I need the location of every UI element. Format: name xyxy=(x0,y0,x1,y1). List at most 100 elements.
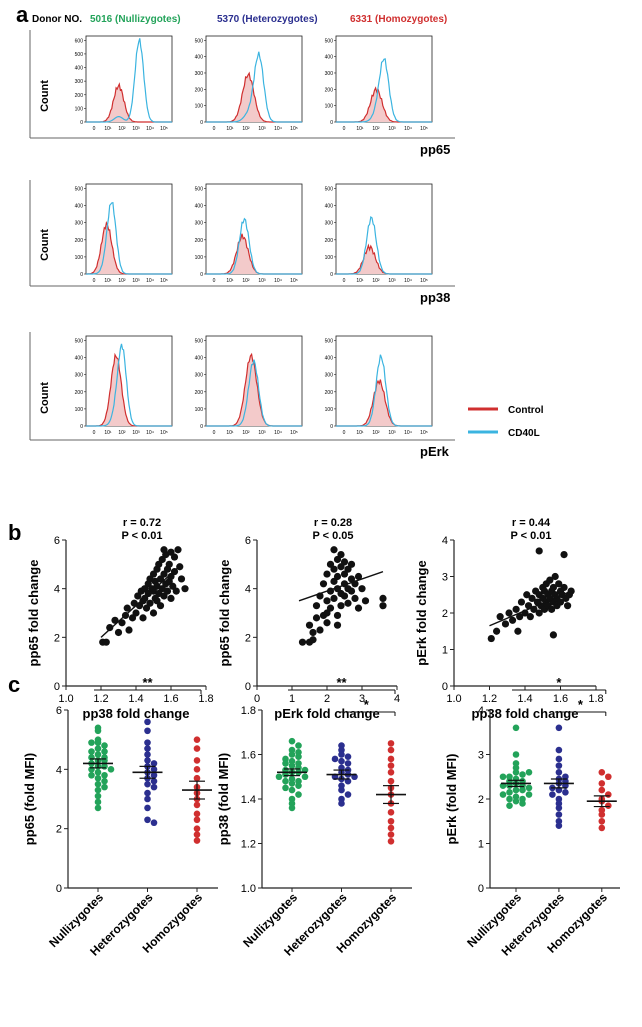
control-fill xyxy=(206,73,302,122)
dot-point xyxy=(88,766,95,773)
scatter-point xyxy=(333,572,342,581)
y-tick-label: 2 xyxy=(245,632,251,644)
scatter-point xyxy=(354,604,363,612)
y-tick-label: 100 xyxy=(75,106,84,112)
x-tick-label: 1.6 xyxy=(553,693,568,705)
x-tick-label: 1.6 xyxy=(163,693,178,705)
y-tick-label: 300 xyxy=(325,373,334,379)
x-tick-label: 10¹ xyxy=(356,430,364,436)
y-tick-label: 200 xyxy=(195,390,204,396)
y-axis-label: pErk fold change xyxy=(414,560,429,665)
dot-point xyxy=(88,748,95,755)
dot-point xyxy=(94,786,102,794)
scatter-point xyxy=(309,628,317,637)
dot-point xyxy=(150,777,158,785)
panel-a-letter: a xyxy=(16,2,29,27)
y-tick-label: 400 xyxy=(75,66,84,72)
dot-point xyxy=(512,769,520,776)
x-tick-label: 10³ xyxy=(388,126,396,132)
scatter-point xyxy=(305,621,314,629)
dot-point xyxy=(150,760,158,767)
x-tick-label: 10¹ xyxy=(104,278,112,284)
scatter-point xyxy=(323,597,331,605)
dot-point xyxy=(598,786,606,794)
x-tick-label: 1 xyxy=(289,693,295,705)
scatter-point xyxy=(508,616,517,624)
dot-point xyxy=(301,773,309,781)
y-tick-label: 200 xyxy=(195,87,204,93)
x-axis-label: pp38 fold change xyxy=(83,706,190,721)
x-tick-label: 1.4 xyxy=(128,693,143,705)
cd40l-histogram xyxy=(86,343,172,427)
legend-cd40l-label: CD40L xyxy=(508,428,540,439)
x-tick-label: 10⁵ xyxy=(420,126,428,132)
y-tick-label: 400 xyxy=(325,356,334,362)
scatter-point xyxy=(160,546,168,554)
dot-point xyxy=(88,754,95,761)
y-tick-label: 0 xyxy=(80,272,83,278)
x-tick-label: 0 xyxy=(213,430,216,436)
scatter-point xyxy=(523,591,531,599)
y-tick-label: 500 xyxy=(195,187,204,193)
x-tick-label: 1.8 xyxy=(198,693,213,705)
donor-1-label: 5016 (Nullizygotes) xyxy=(90,14,181,25)
scatter-point xyxy=(337,602,345,610)
scatter-point xyxy=(549,583,558,592)
dot-point xyxy=(506,802,513,809)
control-fill xyxy=(206,354,302,426)
dot-point xyxy=(144,751,151,758)
dot-point xyxy=(598,780,606,787)
x-tick-label: 10¹ xyxy=(104,430,112,436)
y-tick-label: 300 xyxy=(195,71,204,77)
dot-point xyxy=(101,742,108,749)
scatter-point xyxy=(312,602,321,610)
x-tick-label: 10⁵ xyxy=(420,430,428,436)
y-tick-label: 100 xyxy=(195,255,204,261)
y-tick-label: 1 xyxy=(478,839,484,851)
x-tick-label: 1.4 xyxy=(517,693,532,705)
dot-point xyxy=(555,822,563,829)
dot-point xyxy=(150,766,158,773)
x-tick-label: 10² xyxy=(118,278,126,284)
x-tick-label: 4 xyxy=(394,693,400,705)
histogram-frame xyxy=(335,183,433,275)
scatter-point xyxy=(501,620,510,628)
scatter-point xyxy=(517,598,526,606)
x-tick-label: 1.0 xyxy=(446,693,461,705)
scatter-point xyxy=(493,627,501,635)
dot-point xyxy=(295,782,302,789)
x-tick-label: 10⁴ xyxy=(146,278,154,284)
y-axis-label: pp65 fold change xyxy=(217,560,232,667)
p-value: P < 0.01 xyxy=(510,530,551,542)
y-tick-label: 200 xyxy=(75,238,84,244)
dot-point xyxy=(387,769,395,776)
cd40l-histogram xyxy=(336,354,432,427)
dot-point xyxy=(512,786,520,794)
dot-point xyxy=(288,762,296,769)
x-tick-label: 0 xyxy=(93,278,96,284)
x-tick-label: 10⁴ xyxy=(274,278,282,284)
x-tick-label: 10³ xyxy=(258,126,266,132)
dot-point xyxy=(282,760,289,767)
dot-point xyxy=(288,804,296,812)
x-tick-label: 0 xyxy=(213,126,216,132)
dot-point xyxy=(331,755,339,763)
dot-point xyxy=(387,809,395,816)
scatter-point xyxy=(333,611,342,620)
x-tick-label: 10¹ xyxy=(356,126,364,132)
dot-point xyxy=(344,753,352,761)
scatter-point xyxy=(330,546,338,554)
y-tick-label: 100 xyxy=(195,407,204,413)
y-tick-label: 600 xyxy=(75,38,84,44)
cd40l-histogram xyxy=(336,215,432,275)
scatter-point xyxy=(526,613,534,621)
x-tick-label: 10⁵ xyxy=(290,126,298,132)
y-tick-label: 1.0 xyxy=(241,883,256,895)
dot-point xyxy=(506,795,513,803)
scatter-point xyxy=(319,580,328,588)
dot-point xyxy=(94,751,102,758)
significance-mark: * xyxy=(364,697,370,712)
x-axis-label: pp38 fold change xyxy=(472,706,579,721)
dot-point xyxy=(295,742,302,749)
x-tick-label: 10⁴ xyxy=(404,430,412,436)
